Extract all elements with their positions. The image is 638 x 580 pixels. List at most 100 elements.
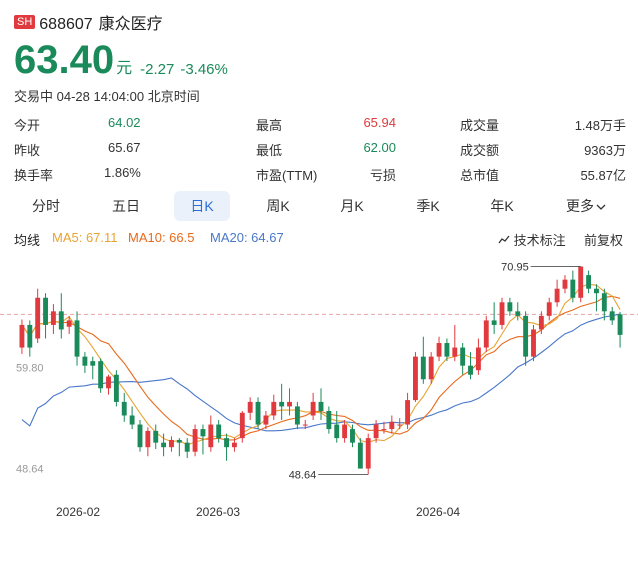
candle-body bbox=[538, 315, 544, 330]
candle-body bbox=[161, 442, 167, 448]
ma-legend: 均线 MA5: 67.11 MA10: 66.5 MA20: 64.67 技术标… bbox=[14, 230, 626, 248]
candle-body bbox=[515, 311, 521, 316]
candle-body bbox=[263, 415, 269, 425]
tab-more-label: 更多 bbox=[566, 198, 594, 214]
stat-market-cap: 总市值 55.87亿 bbox=[422, 165, 626, 184]
candle-body bbox=[499, 302, 505, 325]
tech-annotation-label: 技术标注 bbox=[513, 233, 566, 248]
price-change: -2.27 bbox=[140, 61, 175, 78]
candle-body bbox=[90, 361, 96, 366]
candle-body bbox=[176, 439, 182, 443]
candle-body bbox=[609, 311, 615, 321]
kline-chart[interactable]: 59.80 48.64 2026-02 2026-03 2026-04 70.9… bbox=[0, 252, 638, 542]
candle-body bbox=[342, 424, 348, 439]
stock-header: SH 688607 康众医疗 bbox=[14, 10, 169, 34]
stat-value: 亏损 bbox=[369, 168, 396, 183]
candle-body bbox=[82, 356, 88, 366]
candle-body bbox=[58, 311, 64, 330]
candle-body bbox=[113, 374, 119, 402]
candle-body bbox=[169, 439, 174, 448]
stat-label: 换手率 bbox=[14, 168, 54, 183]
stat-value: 62.00 bbox=[363, 140, 396, 155]
ma5-value: MA5: 67.11 bbox=[52, 230, 118, 245]
tab-five-day[interactable]: 五日 bbox=[112, 198, 140, 214]
extreme-annotations: 70.95 48.64 bbox=[289, 262, 581, 481]
candle-body bbox=[208, 424, 214, 448]
candle-body bbox=[137, 424, 143, 448]
stat-label: 最低 bbox=[256, 143, 283, 158]
candle-body bbox=[491, 320, 497, 325]
ma20-line bbox=[21, 313, 621, 432]
candle-body bbox=[287, 401, 292, 407]
candle-body bbox=[507, 302, 513, 312]
ma20-value: MA20: 64.67 bbox=[210, 230, 284, 245]
price-change-pct: -3.46% bbox=[180, 61, 228, 78]
candle-body bbox=[468, 365, 473, 375]
candle-body bbox=[397, 424, 403, 426]
tech-annotation-toggle[interactable]: 技术标注 bbox=[498, 230, 566, 249]
max-annotation-label: 70.95 bbox=[501, 262, 529, 274]
ma-label: 均线 bbox=[14, 233, 41, 248]
candle-body bbox=[389, 421, 395, 430]
min-annotation-label: 48.64 bbox=[289, 469, 317, 481]
candles bbox=[19, 266, 623, 475]
stat-value: 65.94 bbox=[363, 115, 396, 130]
adjust-price-toggle[interactable]: 前复权 bbox=[584, 233, 624, 248]
stat-value: 64.02 bbox=[108, 115, 141, 130]
candle-body bbox=[129, 415, 135, 425]
candle-body bbox=[381, 429, 387, 431]
candle-body bbox=[98, 361, 104, 389]
candle-body bbox=[570, 279, 576, 298]
ma10-value: MA10: 66.5 bbox=[128, 230, 195, 245]
candle-body bbox=[365, 438, 371, 469]
stat-turnover: 换手率 1.86% bbox=[14, 165, 218, 184]
candle-body bbox=[145, 430, 151, 448]
exchange-badge: SH bbox=[14, 15, 36, 29]
stat-label: 总市值 bbox=[460, 168, 500, 183]
stat-label: 今开 bbox=[14, 118, 41, 133]
candle-body bbox=[200, 429, 206, 437]
candle-body bbox=[153, 430, 159, 443]
tab-quarterly-k[interactable]: 季K bbox=[416, 198, 440, 214]
stock-code: 688607 bbox=[39, 16, 93, 33]
stat-label: 成交量 bbox=[460, 118, 500, 133]
y-tick-label: 59.80 bbox=[16, 362, 44, 374]
stat-volume: 成交量 1.48万手 bbox=[422, 115, 626, 134]
x-tick-label: 2026-02 bbox=[56, 505, 100, 519]
price-unit: 元 bbox=[116, 60, 133, 77]
candle-body bbox=[35, 297, 41, 339]
candle-body bbox=[373, 424, 379, 439]
stat-value: 1.48万手 bbox=[574, 118, 626, 133]
candle-body bbox=[452, 347, 458, 357]
stat-amount: 成交额 9363万 bbox=[422, 140, 626, 159]
candle-body bbox=[460, 347, 466, 366]
candle-body bbox=[247, 401, 253, 413]
stats-row-3: 换手率 1.86% 市盈(TTM) 亏损 总市值 55.87亿 bbox=[14, 162, 626, 187]
stat-value: 55.87亿 bbox=[580, 168, 626, 183]
candle-body bbox=[231, 442, 237, 448]
candle-body bbox=[302, 424, 308, 426]
tab-monthly-k[interactable]: 月K bbox=[340, 198, 364, 214]
tab-weekly-k[interactable]: 周K bbox=[266, 198, 290, 214]
candle-body bbox=[66, 320, 72, 327]
tab-more[interactable]: 更多 bbox=[556, 191, 616, 221]
candle-body bbox=[531, 329, 536, 357]
stat-label: 昨收 bbox=[14, 143, 41, 158]
chevron-down-icon bbox=[596, 204, 606, 210]
current-price: 63.40 bbox=[14, 38, 115, 82]
candle-body bbox=[192, 429, 198, 452]
candle-body bbox=[357, 442, 363, 469]
candle-body bbox=[483, 320, 489, 348]
candle-body bbox=[279, 401, 285, 407]
stat-open: 今开 64.02 bbox=[14, 115, 218, 134]
candle-body bbox=[444, 343, 450, 357]
candle-body bbox=[420, 356, 426, 380]
tab-yearly-k[interactable]: 年K bbox=[490, 198, 514, 214]
candle-body bbox=[436, 343, 442, 357]
candle-body bbox=[413, 356, 418, 401]
stock-name: 康众医疗 bbox=[98, 16, 163, 33]
candle-body bbox=[239, 412, 245, 439]
tab-daily-k[interactable]: 日K bbox=[174, 191, 230, 221]
tab-intraday[interactable]: 分时 bbox=[32, 198, 60, 214]
y-tick-label: 48.64 bbox=[16, 464, 44, 476]
